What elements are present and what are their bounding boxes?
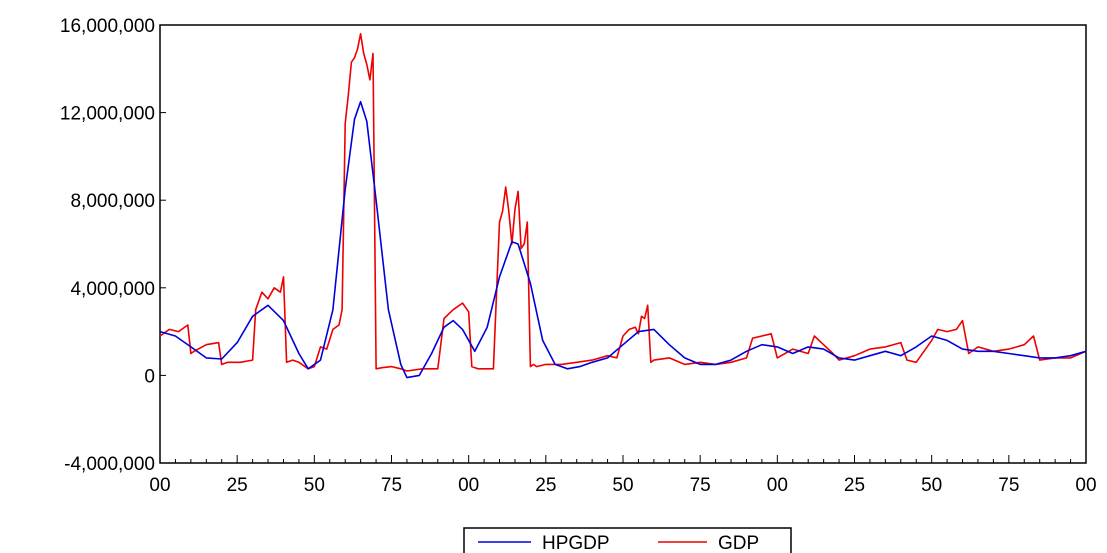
legend-label-hpgdp: HPGDP	[542, 533, 610, 553]
x-tick-label: 25	[227, 475, 248, 496]
legend-frame	[463, 527, 792, 553]
legend: HPGDP GDP	[463, 527, 792, 553]
x-tick-label: 00	[767, 475, 788, 496]
x-tick-label: 75	[690, 475, 711, 496]
y-tick-label: 16,000,000	[60, 16, 155, 37]
x-tick-label: 25	[535, 475, 556, 496]
series-lines	[159, 32, 1087, 379]
plot-frame	[159, 24, 1087, 464]
x-tick-label: 50	[612, 475, 633, 496]
x-tick-label: 75	[998, 475, 1019, 496]
plot-area: -4,000,000 0 4,000,000 8,000,000 12,000,000 1…	[60, 16, 1097, 496]
x-tick-label: 50	[921, 475, 942, 496]
y-axis: -4,000,000 0 4,000,000 8,000,000 12,000,000 1…	[60, 16, 166, 475]
y-tick-label: 0	[144, 366, 155, 387]
series-line-gdp	[159, 32, 1087, 372]
y-tick-label: -4,000,000	[64, 454, 155, 475]
y-tick-label: 4,000,000	[70, 279, 155, 300]
legend-label-gdp: GDP	[718, 533, 759, 553]
x-tick-label: 00	[149, 475, 170, 496]
x-tick-label: 00	[458, 475, 479, 496]
x-axis: 00 25 50 75 00 25 50 75 00 25 50 75 00	[149, 455, 1097, 496]
y-tick-label: 8,000,000	[70, 191, 155, 212]
x-tick-label: 25	[844, 475, 865, 496]
y-tick-label: 12,000,000	[60, 104, 155, 125]
x-tick-label: 50	[304, 475, 325, 496]
x-tick-label: 75	[381, 475, 402, 496]
x-tick-label: 00	[1075, 475, 1096, 496]
series-line-hpgdp	[159, 100, 1087, 379]
